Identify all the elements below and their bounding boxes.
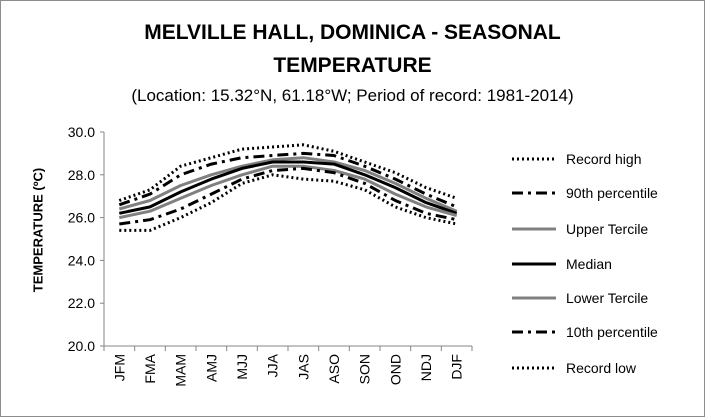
x-tick-label: DJF [449,354,465,380]
chart-title-line2: TEMPERATURE [273,54,432,77]
x-tick-label: OND [387,354,403,385]
x-tick-label: AMJ [203,354,219,382]
x-tick-label: SON [357,354,373,384]
x-tick-label: FMA [142,353,158,383]
y-tick-label: 20.0 [68,338,95,354]
x-tick-label: ASO [326,354,342,384]
y-tick-label: 28.0 [68,167,95,183]
chart-subtitle: (Location: 15.32°N, 61.18°W; Period of r… [131,86,574,105]
y-tick-label: 26.0 [68,210,95,226]
x-tick-label: JJA [265,353,281,377]
series-line-90th-percentile [118,151,458,209]
y-tick-label: 22.0 [68,295,95,311]
series-line-median [118,160,458,215]
legend-label: Lower Tercile [566,290,648,306]
x-tick-label: JAS [295,354,311,380]
legend-label: 10th percentile [566,324,658,340]
legend-label: 90th percentile [566,185,658,201]
series-line-record-high [118,143,458,202]
series-line-lower-tercile [118,164,458,220]
x-tick-label: NDJ [418,354,434,381]
y-tick-label: 30.0 [68,124,95,140]
legend-label: Upper Tercile [566,221,648,237]
series-line-10th-percentile [119,166,458,226]
series-line-record-low [119,173,458,232]
series-line-upper-tercile [118,156,458,213]
x-tick-label: JFM [111,354,127,381]
legend-label: Record low [566,360,637,376]
legend-label: Record high [566,151,642,167]
x-tick-label: MAM [173,354,189,387]
x-tick-label: MJJ [234,354,250,380]
chart-title-line1: MELVILLE HALL, DOMINICA - SEASONAL [144,21,561,44]
y-tick-label: 24.0 [68,252,95,268]
legend-label: Median [566,256,612,272]
